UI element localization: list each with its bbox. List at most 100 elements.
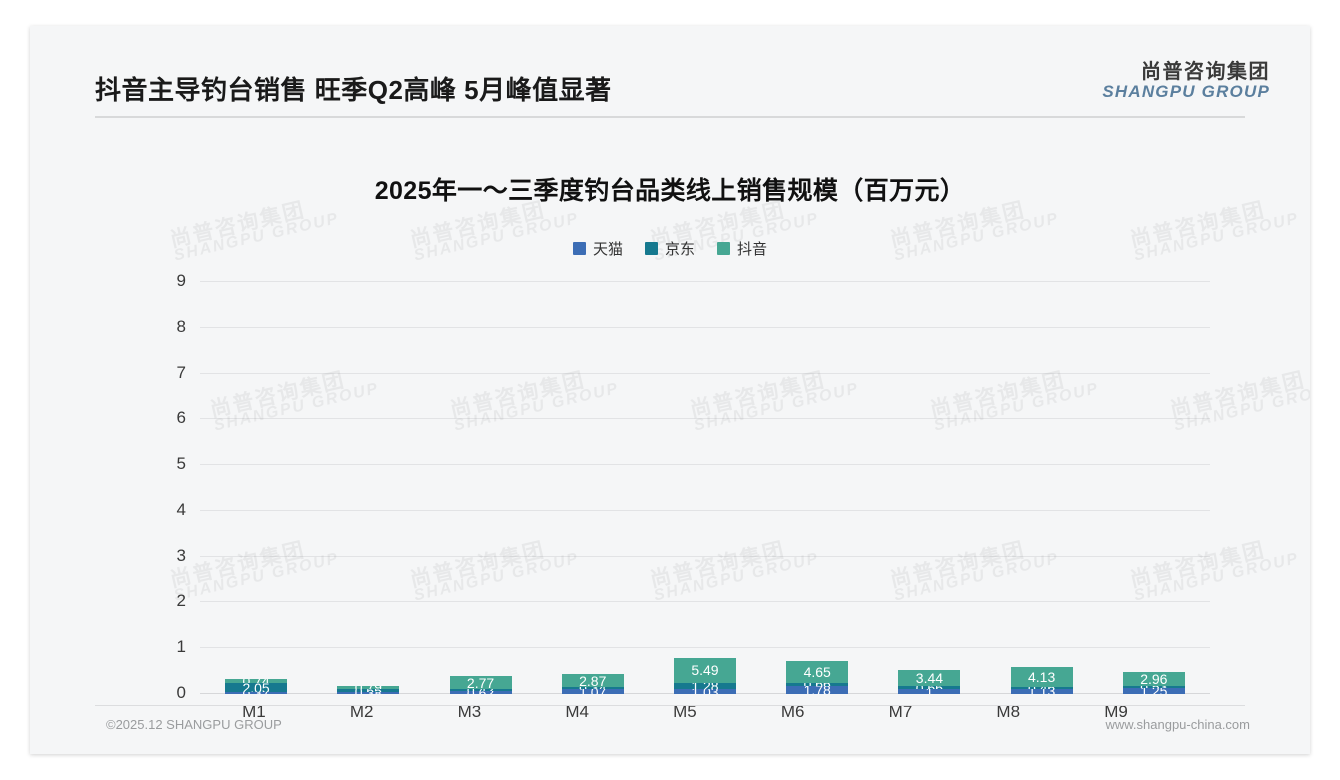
- y-axis-tick-label: 4: [176, 499, 186, 519]
- x-axis-labels: M1 M2 M3 M4 M5 M6 M7 M8 M9: [200, 702, 1170, 722]
- bar-value-label: 5.49: [691, 662, 719, 679]
- stacked-bar[interactable]: 0.620.422.77: [449, 652, 512, 694]
- bar-segment-抖音[interactable]: 4.13: [1010, 667, 1073, 687]
- bar-segment-抖音[interactable]: 5.49: [673, 657, 736, 684]
- stacked-bar[interactable]: 1.130.46 4.13: [1010, 652, 1073, 694]
- gridline: 4: [177, 500, 1210, 519]
- bar-value-label: 1.03: [691, 689, 718, 694]
- bar-group-M3[interactable]: 0.620.422.77: [424, 282, 536, 694]
- bar-value-label: 1.78: [803, 685, 831, 694]
- bar-value-label: 1.25: [1140, 688, 1167, 694]
- stacked-bar[interactable]: 1.250.532.96: [1122, 652, 1185, 694]
- stacked-bar[interactable]: 1.780.66 4.65: [786, 652, 849, 694]
- bar-segment-抖音[interactable]: 2.87: [561, 674, 624, 688]
- bar-value-label: 0.53: [1140, 686, 1167, 688]
- bar-segment-天猫[interactable]: 1.78: [786, 685, 849, 694]
- bar-group-M1[interactable]: 0.372.050.74: [200, 282, 312, 694]
- bar-value-label: 0.42: [467, 689, 494, 691]
- bar-group-M9[interactable]: 1.250.532.96: [1098, 282, 1210, 694]
- bar-segment-天猫[interactable]: 1.25: [1122, 688, 1185, 694]
- x-axis-label-M5: M5: [673, 702, 697, 721]
- bar-value-label: 0.62: [467, 691, 494, 694]
- legend-label: 天猫: [592, 241, 623, 258]
- footer-website[interactable]: www.shangpu-china.com: [1105, 717, 1250, 732]
- y-axis-tick-label: 6: [176, 408, 186, 428]
- y-axis-tick-label: 2: [176, 591, 186, 611]
- legend-item-京东[interactable]: 京东: [644, 238, 695, 259]
- bar-group-M7[interactable]: 10.663.44: [873, 282, 985, 694]
- bar-segment-京东[interactable]: 1.28: [673, 683, 736, 690]
- gridline: 2: [177, 591, 1210, 610]
- legend-swatch-icon: [644, 242, 658, 255]
- footer-divider: [95, 705, 1245, 706]
- y-axis-tick-label: 9: [176, 271, 186, 290]
- bar-segment-天猫[interactable]: 0.38: [337, 692, 400, 694]
- gridline: 1: [177, 637, 1210, 656]
- bar-value-label: 0.34: [579, 687, 606, 689]
- bar-value-label: 1.28: [691, 683, 718, 689]
- bar-segment-京东[interactable]: 0.66: [786, 682, 849, 686]
- bar-segment-天猫[interactable]: 1.03: [673, 689, 736, 694]
- bar-value-label: 2.05: [242, 682, 270, 693]
- bar-group-M2[interactable]: 0.380.650.79: [312, 282, 424, 694]
- stacked-bar[interactable]: 1.031.28 5.49: [673, 652, 736, 694]
- stacked-bar[interactable]: 10.663.44: [898, 652, 961, 694]
- bar-segment-京东[interactable]: 0.46: [1010, 686, 1073, 689]
- bar-value-label: 0.46: [1028, 687, 1055, 689]
- x-axis-label-M8: M8: [996, 702, 1021, 721]
- stacked-bar[interactable]: 0.380.650.79: [337, 652, 400, 694]
- bar-segment-京东[interactable]: 0.34: [561, 687, 624, 690]
- bar-value-label: 0.37: [242, 692, 269, 694]
- bar-segment-抖音[interactable]: 4.65: [786, 660, 849, 683]
- bar-value-label: 0.79: [355, 686, 382, 690]
- bar-group-M5[interactable]: 1.031.28 5.49: [649, 282, 761, 694]
- legend-label: 抖音: [737, 241, 768, 258]
- bar-segment-抖音[interactable]: 0.79: [337, 685, 400, 690]
- bar-value-label: 2.96: [1140, 671, 1168, 686]
- bar-segment-京东[interactable]: 0.42: [449, 689, 512, 692]
- stacked-bar[interactable]: 1.070.342.87: [561, 652, 624, 694]
- bar-value-label: 0.74: [242, 679, 269, 682]
- gridline: 9: [177, 271, 1210, 290]
- bar-segment-天猫[interactable]: 0.62: [449, 691, 512, 694]
- x-axis-label-M4: M4: [565, 702, 589, 721]
- legend-item-天猫[interactable]: 天猫: [572, 238, 623, 259]
- legend-label: 京东: [664, 241, 695, 258]
- gridline: 8: [177, 317, 1210, 336]
- bar-segment-京东[interactable]: 0.53: [1122, 685, 1185, 689]
- bar-segment-天猫[interactable]: 0.37: [225, 692, 288, 694]
- gridline: 7: [177, 363, 1210, 382]
- bar-segment-天猫[interactable]: 1.13: [1010, 688, 1073, 694]
- bar-segment-抖音[interactable]: 0.74: [225, 679, 288, 683]
- bar-segment-京东[interactable]: 0.66: [898, 686, 961, 690]
- bar-segment-抖音[interactable]: 3.44: [898, 670, 961, 687]
- bar-segment-京东[interactable]: 2.05: [225, 682, 288, 693]
- bar-group-M4[interactable]: 1.070.342.87: [537, 282, 649, 694]
- y-axis-tick-label: 7: [176, 362, 186, 382]
- bar-segment-抖音[interactable]: 2.77: [449, 676, 512, 690]
- bar-segment-京东[interactable]: 0.65: [337, 689, 400, 693]
- y-axis-tick-label: 8: [176, 316, 186, 336]
- bar-group-M8[interactable]: 1.130.46 4.13: [986, 282, 1098, 694]
- page-title: 抖音主导钓台销售 旺季Q2高峰 5月峰值显著: [95, 75, 612, 105]
- bar-value-label: 4.13: [1028, 668, 1056, 685]
- x-axis-label-M9: M9: [1104, 702, 1128, 721]
- bar-segment-抖音[interactable]: 2.96: [1122, 671, 1185, 686]
- chart-legend: 天猫 京东 抖音: [30, 238, 1310, 259]
- x-axis-label-M2: M2: [349, 702, 374, 721]
- header-divider: [95, 116, 1245, 118]
- bar-value-label: 0.66: [916, 686, 943, 689]
- bar-value-label: 0.38: [355, 692, 382, 694]
- legend-swatch-icon: [717, 242, 730, 255]
- bar-segment-天猫[interactable]: 1: [898, 689, 961, 694]
- bar-segment-天猫[interactable]: 1.07: [561, 689, 624, 694]
- logo-english-text: SHANGPU GROUP: [1102, 82, 1270, 101]
- x-axis-label-M1: M1: [242, 702, 266, 721]
- stacked-bar[interactable]: 0.372.050.74: [225, 652, 288, 694]
- legend-item-抖音[interactable]: 抖音: [717, 238, 767, 259]
- bar-value-label: 4.65: [803, 663, 831, 680]
- bar-group-M6[interactable]: 1.780.66 4.65: [761, 282, 873, 694]
- slide-canvas: 尚普咨询集团 SHANGPU GROUP 尚普咨询集团 SHANGPU GROUP 尚普…: [30, 26, 1310, 754]
